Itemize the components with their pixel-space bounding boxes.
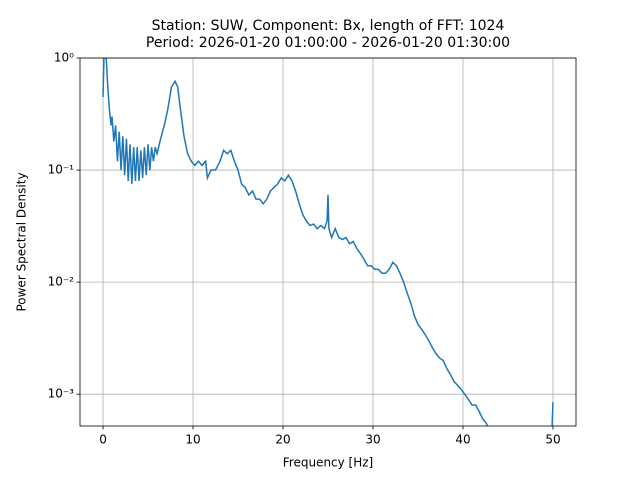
x-tick-label: 40 [455, 433, 470, 447]
chart-title: Station: SUW, Component: Bx, length of F… [152, 18, 505, 34]
x-tick-label: 0 [99, 433, 107, 447]
y-axis-label: Power Spectral Density [15, 172, 29, 311]
x-tick-label: 30 [365, 433, 380, 447]
y-tick-label: 10⁻¹ [48, 163, 75, 177]
line [102, 58, 554, 426]
x-tick-label: 20 [275, 433, 290, 447]
x-tick-label: 50 [545, 433, 560, 447]
y-tick-label: 10⁻² [48, 275, 75, 289]
x-tick-label: 10 [185, 433, 200, 447]
x-axis-label: Frequency [Hz] [283, 456, 374, 470]
y-tick-label: 10⁰ [54, 51, 74, 65]
plot-frame [79, 57, 577, 427]
y-tick-label: 10⁻³ [48, 387, 75, 401]
chart-title: Period: 2026-01-20 01:00:00 - 2026-01-20… [146, 35, 510, 51]
